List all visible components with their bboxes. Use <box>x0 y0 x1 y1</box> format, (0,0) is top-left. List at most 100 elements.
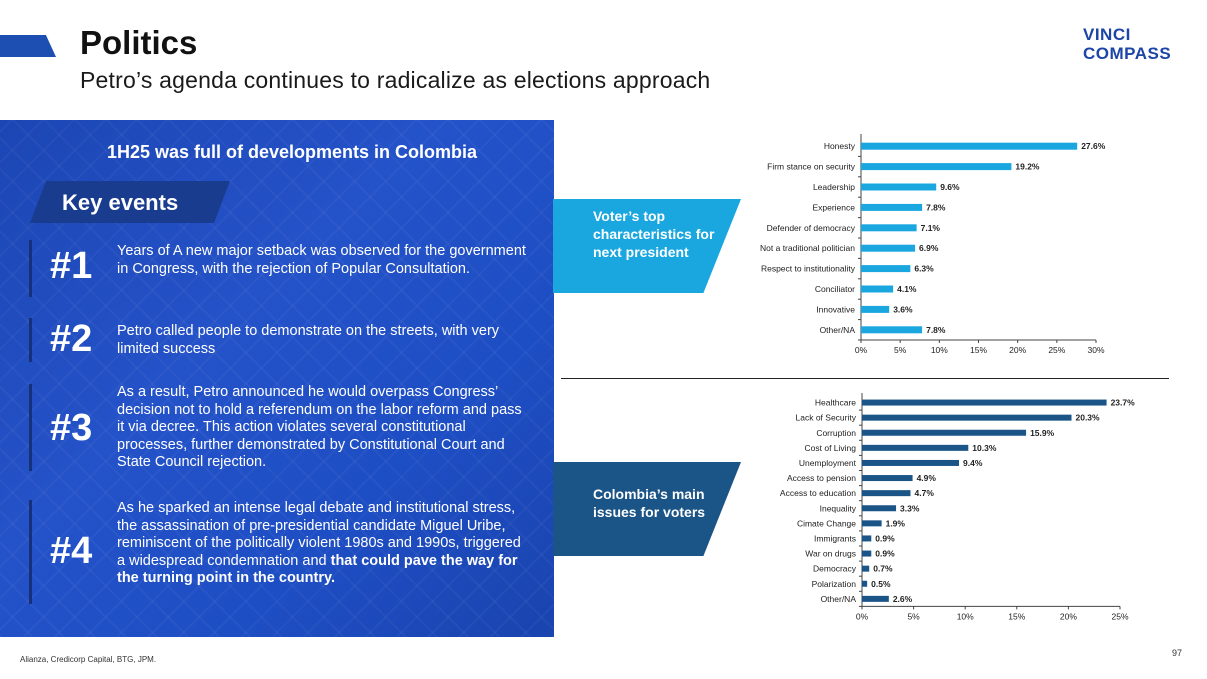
chart-0-x-tick-label: 30% <box>1087 345 1104 355</box>
chart-0-category-label: Honesty <box>824 141 856 151</box>
logo-line-2: COMPASS <box>1083 44 1172 63</box>
chart-0-bar <box>861 326 923 334</box>
event-2-text: Petro called people to demonstrate on th… <box>117 323 500 357</box>
chart-1-category-label: Other/NA <box>821 594 857 604</box>
chart-1-x-tick-label: 10% <box>957 611 974 621</box>
event-4-text-regular: As he sparked an intense legal debate an… <box>117 500 521 569</box>
chart-0-category-label: Conciliator <box>815 284 855 294</box>
chart-1-category-label: Democracy <box>813 564 857 574</box>
chart-0-value-label: 6.9% <box>919 243 939 253</box>
chart-1-bar <box>862 550 872 557</box>
main-issues-callout-text: Colombia’s main issues for voters <box>593 486 706 520</box>
chart-0-value-label: 7.8% <box>926 325 946 335</box>
chart-0-value-label: 6.3% <box>914 264 934 274</box>
chart-0-category-label: Not a traditional politician <box>760 243 855 253</box>
logo-line-1: VINCI <box>1083 25 1131 44</box>
panel-heading: 1H25 was full of developments in Colombi… <box>106 142 478 162</box>
chart-1-x-tick-label: 0% <box>856 611 869 621</box>
chart-0-value-label: 9.6% <box>940 182 960 192</box>
company-logo: VINCI COMPASS <box>1083 25 1171 63</box>
chart-1-bar <box>862 490 911 497</box>
event-2-accent-bar <box>29 318 32 362</box>
chart-0-x-tick-label: 15% <box>970 345 987 355</box>
chart-0-value-label: 19.2% <box>1015 162 1040 172</box>
chart-1-bar <box>862 429 1027 436</box>
chart-0-x-tick-label: 20% <box>1009 345 1026 355</box>
chart-1-value-label: 0.7% <box>873 564 893 574</box>
chart-0-bar <box>861 203 923 211</box>
chart-1-value-label: 4.7% <box>915 488 935 498</box>
event-3-text: As a result, Petro announced he would ov… <box>117 384 522 470</box>
chart-0-bar <box>861 244 916 252</box>
chart-1-category-label: Lack of Security <box>796 413 857 423</box>
chart-1-bar <box>862 565 870 572</box>
chart-1-category-label: War on drugs <box>805 549 856 559</box>
chart-1-x-tick-label: 5% <box>907 611 920 621</box>
key-events-label: Key events <box>62 190 179 215</box>
page-title: Politics <box>80 24 198 61</box>
chart-1-bar <box>862 399 1107 406</box>
chart-0-category-label: Experience <box>812 202 855 212</box>
event-3-accent-bar <box>29 384 32 471</box>
chart-0-bar <box>861 265 911 273</box>
title-accent-tab <box>0 35 56 57</box>
chart-1-value-label: 3.3% <box>900 503 920 513</box>
event-1-number: #1 <box>50 245 93 287</box>
chart-1-value-label: 4.9% <box>917 473 937 483</box>
event-4-accent-bar <box>29 500 32 604</box>
chart-1-value-label: 20.3% <box>1075 413 1100 423</box>
event-3-number: #3 <box>50 407 93 449</box>
event-4-text-bold: that could pave the way for the turning … <box>117 552 518 587</box>
chart-1-category-label: Inequality <box>820 503 857 513</box>
chart-0-value-label: 7.8% <box>926 202 946 212</box>
event-2-number: #2 <box>50 318 93 360</box>
chart-1-category-label: Healthcare <box>815 398 856 408</box>
chart-1-value-label: 15.9% <box>1030 428 1055 438</box>
chart-1-value-label: 0.5% <box>871 579 891 589</box>
key-events-tab <box>30 181 230 223</box>
chart-1-value-label: 1.9% <box>886 518 906 528</box>
chart-0-bar <box>861 183 937 191</box>
chart-1-category-label: Access to education <box>780 488 856 498</box>
chart-1-bar <box>862 520 882 527</box>
source-footnote: Alianza, Credicorp Capital, BTG, JPM. <box>20 655 157 664</box>
event-4-text: As he sparked an intense legal debate an… <box>117 500 527 588</box>
chart-0-category-label: Defender of democracy <box>767 223 856 233</box>
chart-1-bar <box>862 414 1072 421</box>
main-issues-chart: 0% 5% 10% 15% 20% 25% Healthcare 23.7% Lack of S… <box>780 393 1136 621</box>
chart-0-bar <box>861 163 1012 171</box>
chart-1-bar <box>862 505 897 512</box>
chart-1-bar <box>862 535 872 542</box>
chart-0-value-label: 3.6% <box>893 304 913 314</box>
chart-1-x-tick-label: 20% <box>1060 611 1077 621</box>
chart-1-category-label: Unemployment <box>799 458 857 468</box>
chart-1-category-label: Access to pension <box>787 473 856 483</box>
chart-1-bar <box>862 580 868 587</box>
voter-characteristics-callout-text: Voter’s top characteristics for next pre… <box>593 208 715 260</box>
chart-0-x-tick-label: 10% <box>931 345 948 355</box>
chart-0-bar <box>861 142 1078 150</box>
chart-0-x-tick-label: 5% <box>894 345 907 355</box>
chart-1-bar <box>862 595 889 602</box>
chart-0-bar <box>861 305 890 313</box>
chart-0-value-label: 7.1% <box>921 223 941 233</box>
page-subtitle: Petro’s agenda continues to radicalize a… <box>80 67 711 93</box>
chart-0-value-label: 27.6% <box>1081 141 1106 151</box>
chart-1-value-label: 23.7% <box>1111 398 1136 408</box>
chart-0-category-label: Other/NA <box>820 325 856 335</box>
chart-1-value-label: 2.6% <box>893 594 913 604</box>
chart-1-category-label: Polarization <box>812 579 857 589</box>
chart-0-bar <box>861 285 894 293</box>
chart-0-category-label: Respect to institutionality <box>761 264 856 274</box>
chart-0-x-tick-label: 0% <box>855 345 868 355</box>
chart-1-category-label: Cimate Change <box>797 518 856 528</box>
chart-1-x-tick-label: 25% <box>1111 611 1128 621</box>
chart-0-category-label: Innovative <box>816 304 855 314</box>
chart-1-value-label: 9.4% <box>963 458 983 468</box>
chart-1-bar <box>862 444 969 451</box>
chart-1-value-label: 0.9% <box>875 533 895 543</box>
key-events-panel: 1H25 was full of developments in Colombi… <box>0 120 554 637</box>
voter-characteristics-chart: 0% 5% 10% 15% 20% 25% 30% Honesty 27.6% Firm stan… <box>760 134 1106 355</box>
chart-1-category-label: Corruption <box>816 428 856 438</box>
chart-0-value-label: 4.1% <box>897 284 917 294</box>
